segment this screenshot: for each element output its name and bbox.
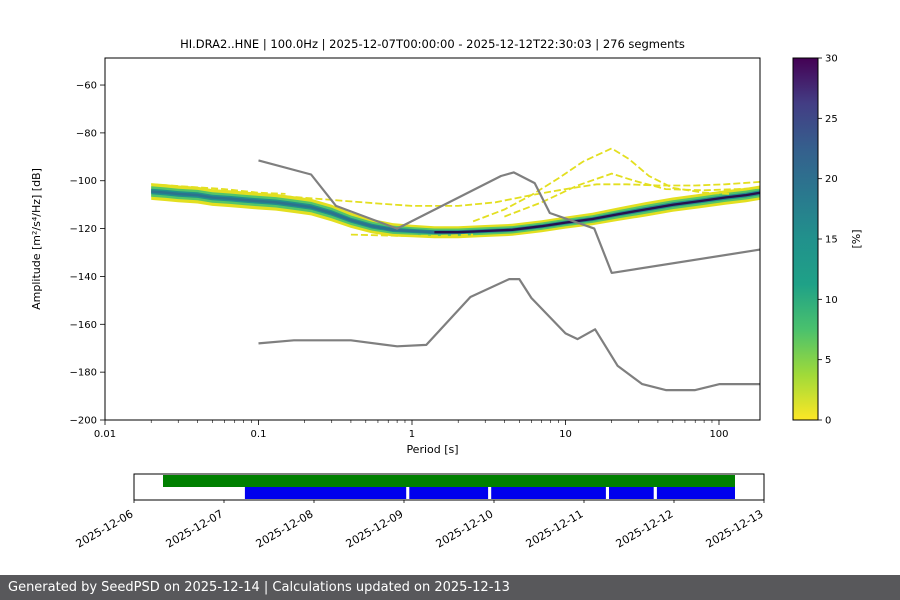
timeline-date-label: 2025-12-06: [74, 507, 136, 550]
y-tick-label: −180: [70, 368, 97, 379]
colorbar-tick-label: 25: [825, 114, 838, 125]
plot-border: [104, 57, 761, 421]
y-tick-label: −100: [70, 176, 97, 187]
y-tick-label: −80: [76, 128, 97, 139]
timeline-date-label: 2025-12-11: [524, 507, 586, 550]
ppsd-figure: HI.DRA2..HNE | 100.0Hz | 2025-12-07T00:0…: [30, 37, 863, 551]
timeline-date-label: 2025-12-07: [164, 507, 226, 550]
y-tick-label: −120: [70, 224, 97, 235]
colorbar-tick-label: 0: [825, 416, 831, 427]
high-noise-model-line: [258, 159, 761, 274]
outlier-curve-microseism-peak-outlier: [472, 147, 732, 223]
footer-text: Generated by SeedPSD on 2025-12-14 | Cal…: [8, 580, 510, 595]
data-availability-bar: [163, 475, 735, 487]
x-tick-label: 0.1: [251, 429, 267, 440]
psd-coverage-segment: [244, 487, 407, 499]
outlier-curve-short-period-upper-outlier: [151, 183, 286, 195]
colorbar-gradient: [793, 58, 818, 420]
timeline-date-label: 2025-12-08: [254, 507, 316, 550]
colorbar-tick-label: 20: [825, 174, 838, 185]
timeline-date-label: 2025-12-09: [344, 507, 406, 550]
colorbar-tick-label: 5: [825, 355, 831, 366]
outlier-curve-lower-outlier: [350, 233, 474, 237]
colorbar-label: [%]: [850, 229, 863, 248]
timeline-date-label: 2025-12-10: [434, 507, 496, 550]
x-tick-label: 100: [709, 429, 728, 440]
psd-coverage-segment: [656, 487, 735, 499]
band-mode-dark-line: [434, 191, 761, 234]
chart-title: HI.DRA2..HNE | 100.0Hz | 2025-12-07T00:0…: [180, 37, 685, 51]
low-noise-model-line: [258, 278, 760, 392]
axes: HI.DRA2..HNE | 100.0Hz | 2025-12-07T00:0…: [30, 37, 863, 456]
y-tick-label: −140: [70, 272, 97, 283]
y-tick-label: −160: [70, 320, 97, 331]
psd-coverage-segment: [491, 487, 606, 499]
y-axis-label: Amplitude [m²/s⁴/Hz] [dB]: [30, 168, 43, 310]
x-tick-label: 10: [559, 429, 572, 440]
colorbar-tick-label: 30: [825, 54, 838, 65]
psd-coverage-segment: [609, 487, 654, 499]
footer-bar: Generated by SeedPSD on 2025-12-14 | Cal…: [0, 575, 900, 600]
timeline-date-label: 2025-12-13: [704, 507, 766, 550]
y-tick-label: −200: [70, 416, 97, 427]
ppsd-heatmap: [151, 147, 761, 392]
psd-coverage-segment: [409, 487, 489, 499]
colorbar-tick-label: 10: [825, 295, 838, 306]
outlier-curve-secondary-peak-outlier: [504, 172, 761, 218]
y-tick-label: −60: [76, 81, 97, 92]
colorbar-tick-label: 15: [825, 235, 838, 246]
timeline-date-label: 2025-12-12: [614, 507, 676, 550]
outlier-curve-low-probability-upper-line: [285, 181, 761, 207]
x-axis-label: Period [s]: [406, 443, 458, 456]
timeline: 2025-12-06 2025-12-07 2025-12-08 2025-12-09…: [74, 473, 766, 551]
x-tick-label: 1: [409, 429, 415, 440]
x-tick-label: 0.01: [94, 429, 116, 440]
